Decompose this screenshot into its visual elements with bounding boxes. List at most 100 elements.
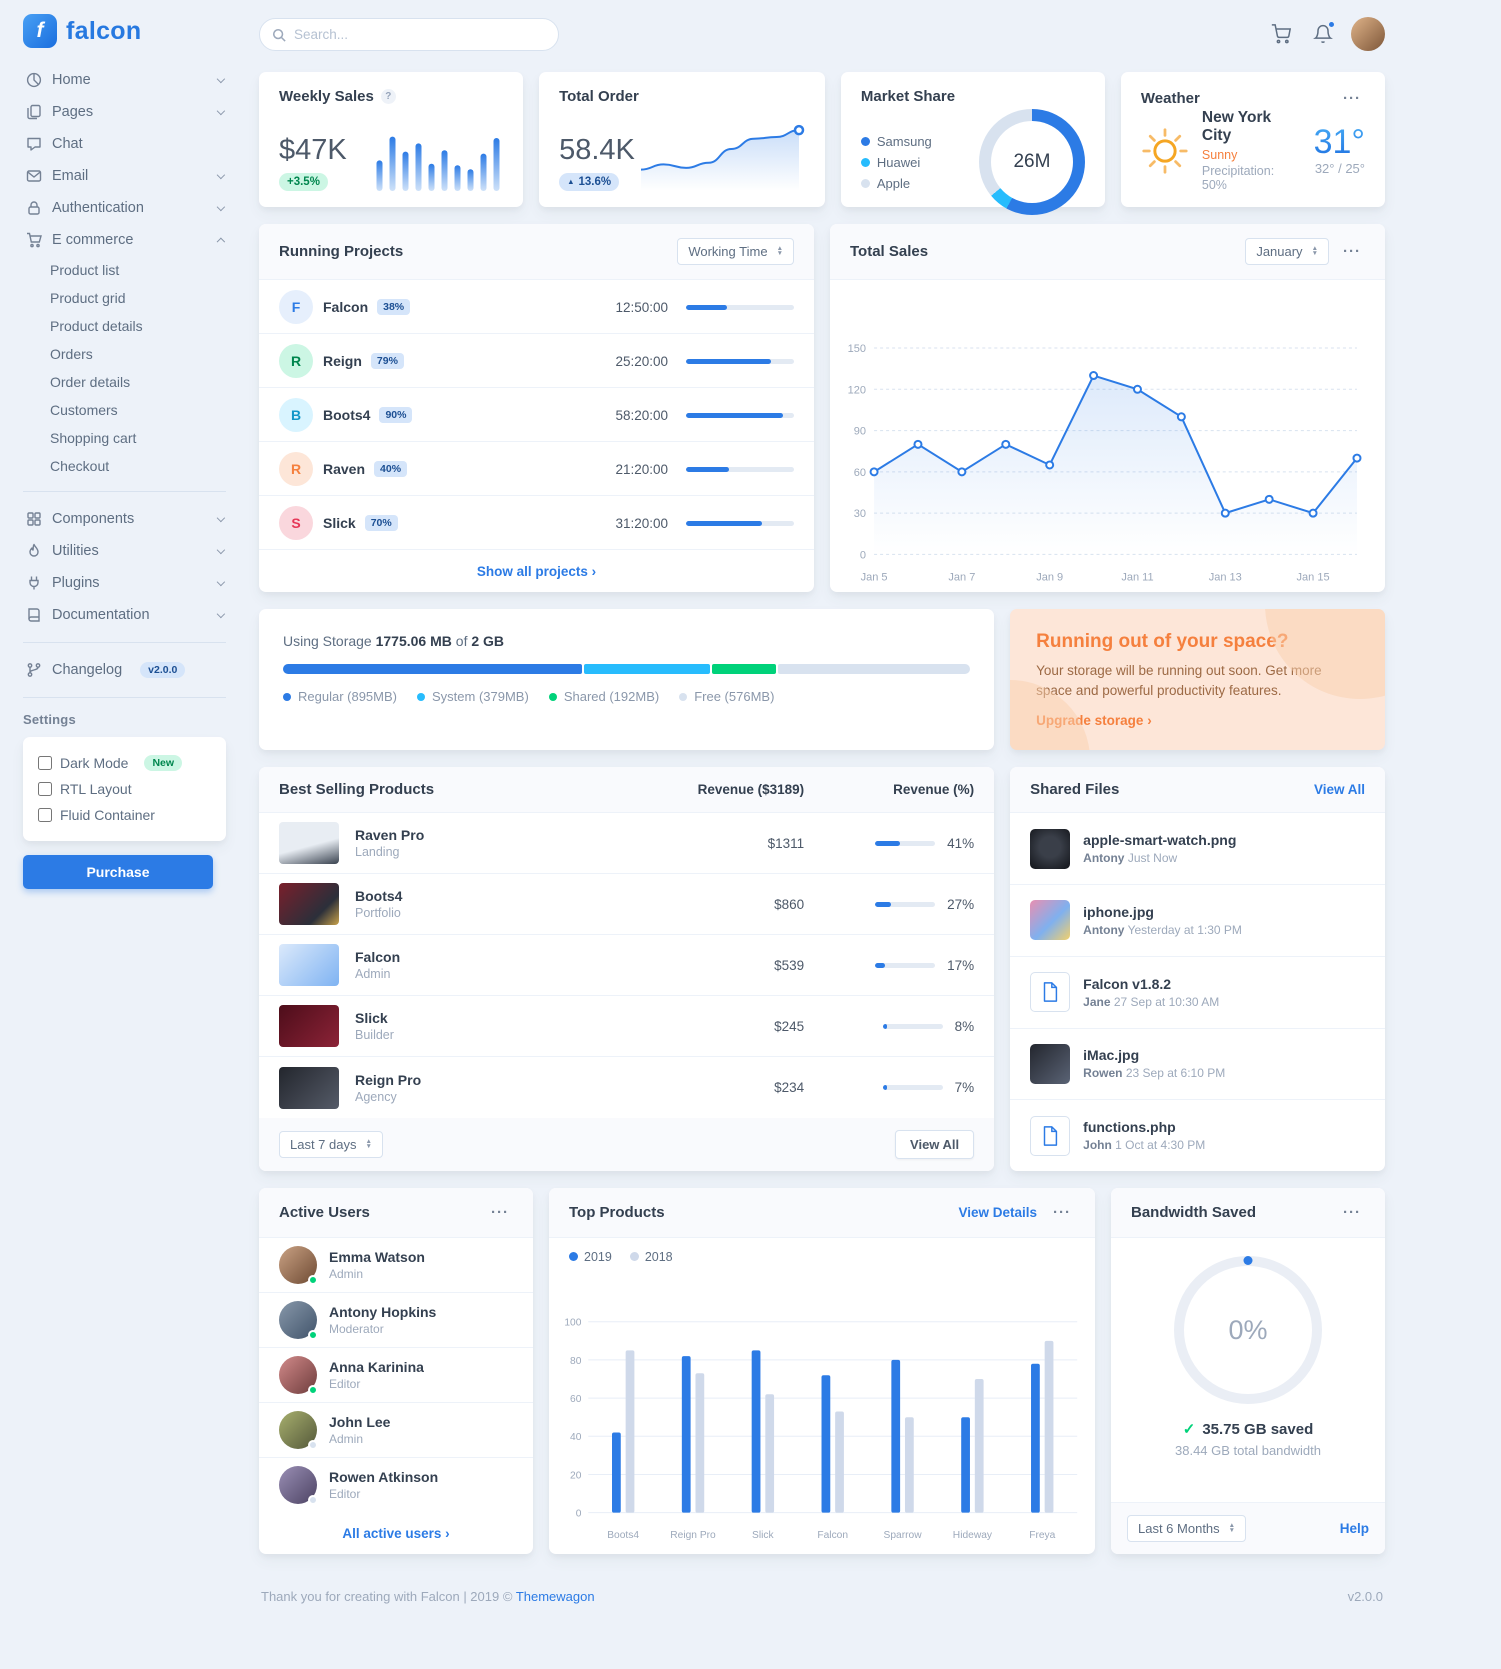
product-name-link[interactable]: Slick	[355, 1010, 388, 1027]
sidebar-item-label: Email	[52, 168, 89, 184]
rtl-layout-checkbox[interactable]	[38, 782, 52, 796]
product-name-link[interactable]: Raven Pro	[355, 827, 425, 844]
product-name-link[interactable]: Falcon	[355, 949, 401, 966]
period-select[interactable]: Last 6 Months ▲ ▼	[1127, 1515, 1247, 1543]
sidebar-item-plugins[interactable]: Plugins	[23, 567, 226, 599]
purchase-button[interactable]: Purchase	[23, 855, 213, 889]
file-thumbnail[interactable]	[1030, 900, 1071, 941]
fluid-container-checkbox[interactable]	[38, 808, 52, 822]
month-select[interactable]: January ▲ ▼	[1245, 238, 1329, 265]
card-menu-button[interactable]: ···	[1049, 1202, 1075, 1223]
svg-text:Falcon: Falcon	[817, 1530, 848, 1541]
dark-mode-checkbox[interactable]	[38, 756, 52, 770]
projects-sales-row: Running Projects Working Time ▲ ▼ F Falcon…	[259, 224, 1385, 592]
project-progress-bar	[686, 304, 794, 310]
sidebar-item-authentication[interactable]: Authentication	[23, 192, 226, 224]
project-name-link[interactable]: Slick	[323, 515, 356, 531]
fluid-container-toggle[interactable]: Fluid Container	[38, 802, 211, 828]
date-range-select[interactable]: Last 7 days ▲ ▼	[279, 1131, 383, 1159]
sidebar-item-utilities[interactable]: Utilities	[23, 535, 226, 567]
file-thumbnail[interactable]	[1030, 1043, 1071, 1084]
card-menu-button[interactable]: ···	[487, 1202, 513, 1223]
file-name-link[interactable]: functions.php	[1083, 1119, 1176, 1136]
project-name-link[interactable]: Falcon	[323, 299, 369, 315]
product-name-link[interactable]: Reign Pro	[355, 1071, 422, 1088]
sidebar-item-chat[interactable]: Chat	[23, 128, 226, 160]
file-thumbnail[interactable]	[1030, 828, 1071, 869]
all-active-users-link[interactable]: All active users ›	[342, 1526, 450, 1542]
search-input[interactable]	[259, 17, 559, 51]
brand-logo[interactable]: f falcon	[23, 14, 226, 48]
legend-item: 2019	[569, 1250, 612, 1264]
themewagon-link[interactable]: Themewagon	[515, 1589, 595, 1605]
chevron-down-icon	[217, 609, 226, 618]
legend-item: 2018	[629, 1250, 673, 1264]
project-name-link[interactable]: Raven	[323, 461, 366, 477]
project-row: R Reign 79% 25:20:00	[259, 334, 814, 388]
view-all-link[interactable]: View All	[1313, 782, 1365, 798]
project-name-link[interactable]: Reign	[323, 353, 362, 369]
zip-file-icon[interactable]	[1030, 972, 1071, 1013]
banner-body: Your storage will be running out soon. G…	[1036, 663, 1322, 698]
sidebar-item-product-list[interactable]: Product list	[50, 262, 120, 278]
sidebar-item-pages[interactable]: Pages	[23, 96, 226, 128]
sidebar-item-components[interactable]: Components	[23, 503, 226, 535]
sidebar-item-product-details[interactable]: Product details	[50, 318, 143, 334]
card-menu-button[interactable]: ···	[1339, 88, 1365, 109]
rtl-layout-toggle[interactable]: RTL Layout	[38, 776, 211, 802]
user-name-link[interactable]: Antony Hopkins	[329, 1304, 437, 1321]
storage-segment-system	[583, 664, 710, 674]
card-menu-button[interactable]: ···	[1339, 1202, 1365, 1223]
sidebar-item-ecommerce[interactable]: E commerce	[23, 224, 226, 256]
view-all-button[interactable]: View All	[895, 1130, 975, 1160]
sidebar-item-product-grid[interactable]: Product grid	[50, 290, 126, 306]
sidebar-item-label: Chat	[52, 136, 83, 152]
sidebar-item-email[interactable]: Email	[23, 160, 226, 192]
product-thumbnail[interactable]	[279, 944, 339, 987]
card-menu-button[interactable]: ···	[1339, 241, 1365, 262]
user-name-link[interactable]: Anna Karinina	[329, 1359, 424, 1376]
avatar[interactable]	[279, 1356, 318, 1396]
sidebar-item-order-details[interactable]: Order details	[50, 374, 131, 390]
help-link[interactable]: Help	[1339, 1521, 1369, 1537]
notifications-button[interactable]	[1309, 20, 1337, 48]
avatar[interactable]	[279, 1466, 318, 1506]
sidebar-item-shopping-cart[interactable]: Shopping cart	[50, 430, 137, 446]
cart-button[interactable]	[1267, 20, 1295, 48]
sidebar-item-changelog[interactable]: Changelog v2.0.0	[23, 654, 226, 686]
sidebar-item-documentation[interactable]: Documentation	[23, 599, 226, 631]
show-all-projects-link[interactable]: Show all projects ›	[476, 564, 597, 579]
svg-text:120: 120	[848, 384, 866, 396]
svg-text:60: 60	[570, 1394, 582, 1405]
project-name-link[interactable]: Boots4	[323, 407, 371, 423]
user-name-link[interactable]: Rowen Atkinson	[329, 1469, 439, 1486]
user-avatar[interactable]	[1351, 17, 1385, 51]
product-thumbnail[interactable]	[279, 883, 339, 926]
user-name-link[interactable]: John Lee	[329, 1414, 391, 1431]
sidebar-item-orders[interactable]: Orders	[50, 346, 93, 362]
dark-mode-toggle[interactable]: Dark Mode New	[38, 750, 211, 776]
product-thumbnail[interactable]	[279, 1005, 339, 1048]
market-share-card: Market Share Samsung Huawei Apple 26M	[840, 72, 1105, 215]
svg-text:Sparrow: Sparrow	[884, 1530, 923, 1541]
user-name-link[interactable]: Emma Watson	[329, 1249, 425, 1266]
sidebar-item-checkout[interactable]: Checkout	[50, 458, 110, 474]
help-icon[interactable]: ?	[380, 89, 396, 104]
file-name-link[interactable]: apple-smart-watch.png	[1083, 832, 1237, 849]
product-thumbnail[interactable]	[279, 1066, 339, 1109]
file-name-link[interactable]: Falcon v1.8.2	[1083, 975, 1172, 992]
file-name-link[interactable]: iphone.jpg	[1083, 903, 1154, 920]
product-name-link[interactable]: Boots4	[355, 888, 403, 905]
code-file-icon[interactable]	[1030, 1115, 1071, 1156]
svg-text:30: 30	[854, 508, 866, 520]
product-thumbnail[interactable]	[279, 822, 339, 865]
avatar[interactable]	[279, 1411, 318, 1451]
project-time: 12:50:00	[615, 299, 668, 315]
working-time-select[interactable]: Working Time ▲ ▼	[677, 238, 794, 265]
sidebar-item-customers[interactable]: Customers	[50, 402, 118, 418]
view-details-link[interactable]: View Details	[958, 1205, 1037, 1221]
avatar[interactable]	[279, 1246, 318, 1286]
file-name-link[interactable]: iMac.jpg	[1083, 1047, 1140, 1064]
avatar[interactable]	[279, 1301, 318, 1341]
sidebar-item-home[interactable]: Home	[23, 64, 226, 96]
